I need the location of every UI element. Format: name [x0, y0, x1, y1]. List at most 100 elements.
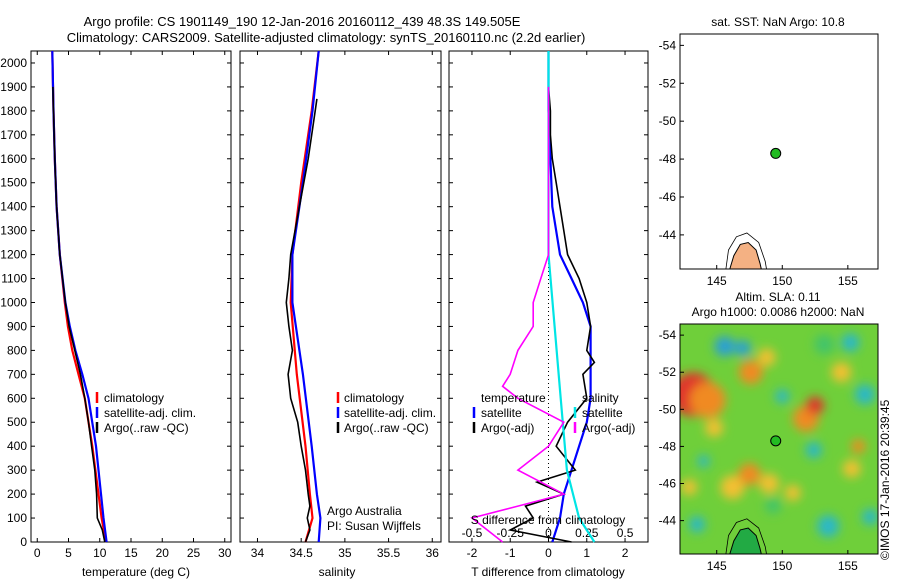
temp-ytick-1000-label: 1000 — [0, 295, 27, 309]
sal-series-climatology — [289, 50, 320, 543]
sal-plot-area — [239, 50, 442, 543]
diff-xtick--2-label: -2 — [467, 546, 478, 560]
sst-map-xtick-150-label: 150 — [772, 274, 792, 288]
temp-xtick-5-label: 5 — [65, 546, 72, 560]
temp-ytick-900-label: 900 — [7, 319, 27, 333]
sla-map-panel: 145 150 155 -44 -46 -48 -50 -52 -54 — [659, 323, 879, 573]
sst-map-tasmania-contour — [725, 232, 767, 270]
difference-panel: -2 -1 0 1 2 -0.5 -0.25 0 0.25 0.5 — [448, 50, 649, 560]
temp-xtick-15-label: 15 — [124, 546, 138, 560]
sal-xlabel: salinity — [319, 565, 356, 579]
sla-map-blob-23 — [697, 455, 710, 468]
temp-ytick-400-label: 400 — [7, 439, 27, 453]
diff-legend-temp-satellite: satellite — [481, 406, 522, 420]
sla-map-blob-17 — [817, 515, 840, 538]
temp-xlabel: temperature (deg C) — [82, 565, 190, 579]
sla-map-field — [680, 333, 878, 538]
sla-map-blob-10 — [831, 362, 852, 383]
sla-map-blob-14 — [681, 479, 698, 496]
figure-title-line1: Argo profile: CS 1901149_190 12-Jan-2016… — [84, 14, 521, 29]
sal-legend-satellite: satellite-adj. clim. — [344, 406, 436, 420]
sal-legend-climatology: climatology — [344, 391, 404, 405]
diff-xtick-top-0.25: 0.25 — [575, 526, 599, 540]
sst-map-ytick--50-label: -50 — [659, 114, 677, 128]
sal-legend-argo: Argo(..raw -QC) — [344, 421, 429, 435]
temperature-panel: 0 5 10 15 20 25 300100200300400500600700800900… — [0, 50, 232, 560]
sla-map-tasmania-contour — [725, 518, 767, 555]
diff-xtick-0-label: 0 — [545, 546, 552, 560]
sla-map-title-line2: Argo h1000: 0.0086 h2000: NaN — [692, 305, 865, 319]
diff-xtick-2-label: 2 — [622, 546, 629, 560]
temp-ytick-100-label: 100 — [7, 511, 27, 525]
temp-ytick-1300-label: 1300 — [0, 224, 27, 238]
diff-xtick-top-0.5: 0.5 — [617, 526, 634, 540]
figure-title-line2: Climatology: CARS2009. Satellite-adjuste… — [67, 30, 586, 45]
sla-map-blob-3 — [738, 463, 761, 486]
sst-map-panel: 145 150 155 -44 -46 -48 -50 -52 -54 — [659, 33, 879, 288]
diff-xtick--1-label: -1 — [505, 546, 516, 560]
temp-legend-satellite: satellite-adj. clim. — [104, 406, 196, 420]
temp-ytick-300-label: 300 — [7, 463, 27, 477]
sla-map-ytick--54-label: -54 — [659, 328, 677, 342]
temp-legend-argo: Argo(..raw -QC) — [104, 421, 189, 435]
temp-ytick-1600-label: 1600 — [0, 152, 27, 166]
diff-legend-sal-argo: Argo(-adj) — [582, 421, 635, 435]
sla-map-blob-11 — [842, 459, 861, 478]
diff-xtick-top--0.25: -0.25 — [497, 526, 525, 540]
sst-map-title: sat. SST: NaN Argo: 10.8 — [711, 15, 845, 29]
sal-xtick-34.5-label: 34.5 — [289, 546, 313, 560]
salinity-panel: 34 34.5 35 35.5 36 — [239, 50, 442, 560]
temp-ytick-1500-label: 1500 — [0, 176, 27, 190]
sla-map-blob-4 — [759, 473, 780, 494]
sla-map-ytick--52-label: -52 — [659, 365, 677, 379]
sal-series-satellite — [291, 50, 322, 543]
diff-xlabel: T difference from climatology — [471, 565, 625, 579]
sla-map-xtick-150-label: 150 — [772, 559, 792, 573]
diff-xtick-1-label: 1 — [583, 546, 590, 560]
sla-map-xtick-155-label: 155 — [838, 559, 858, 573]
sla-map-xtick-145-label: 145 — [707, 559, 727, 573]
diff-legend-temp-argo: Argo(-adj) — [481, 421, 534, 435]
temp-ytick-600-label: 600 — [7, 391, 27, 405]
sst-map-xtick-155-label: 155 — [838, 274, 858, 288]
sla-map-blob-20 — [689, 516, 706, 533]
sal-annotation-line1: Argo Australia — [327, 504, 402, 518]
sla-map-tasmania — [729, 527, 762, 555]
sla-map-blob-26 — [765, 497, 782, 514]
temp-xtick-0-label: 0 — [34, 546, 41, 560]
diff-legend-header-temperature: temperature — [481, 391, 546, 405]
sst-map-float-marker — [770, 147, 782, 159]
sal-series-argo — [285, 98, 318, 543]
sla-map-blob-2 — [720, 475, 745, 500]
credit-text: ©IMOS 17-Jan-2016 20:39:45 — [878, 399, 892, 560]
temp-plot-area — [30, 50, 232, 543]
sla-map-ytick--50-label: -50 — [659, 402, 677, 416]
sla-map-title-line1: Altim. SLA: 0.11 — [735, 290, 820, 304]
sla-map-ytick--48-label: -48 — [659, 439, 677, 453]
sla-map-blob-8 — [757, 348, 776, 367]
sal-xtick-35-label: 35 — [338, 546, 352, 560]
temp-legend-climatology: climatology — [104, 391, 164, 405]
sla-map-ytick--44-label: -44 — [659, 514, 677, 528]
temp-series-argo — [52, 86, 106, 543]
sla-map-float-marker — [770, 435, 782, 447]
sst-map-tasmania — [729, 241, 762, 270]
sal-xtick-34-label: 34 — [251, 546, 265, 560]
sla-map-blob-18 — [854, 384, 875, 405]
sla-map-blob-15 — [714, 336, 735, 357]
temp-xtick-25-label: 25 — [187, 546, 201, 560]
temp-ytick-1100-label: 1100 — [1, 272, 27, 286]
temp-xtick-10-label: 10 — [93, 546, 107, 560]
temp-xtick-20-label: 20 — [156, 546, 170, 560]
temp-ytick-1900-label: 1900 — [0, 80, 27, 94]
temp-ytick-200-label: 200 — [7, 487, 27, 501]
temp-ytick-700-label: 700 — [7, 367, 27, 381]
temp-ytick-1400-label: 1400 — [0, 200, 27, 214]
sla-map-blob-7 — [738, 360, 763, 385]
sla-map-frame — [679, 323, 879, 555]
diff-xlabel-top: S difference from climatology — [471, 513, 626, 527]
sla-map-blob-24 — [841, 333, 860, 352]
temp-ytick-2000-label: 2000 — [0, 56, 27, 70]
sla-map-blob-1 — [689, 382, 726, 419]
